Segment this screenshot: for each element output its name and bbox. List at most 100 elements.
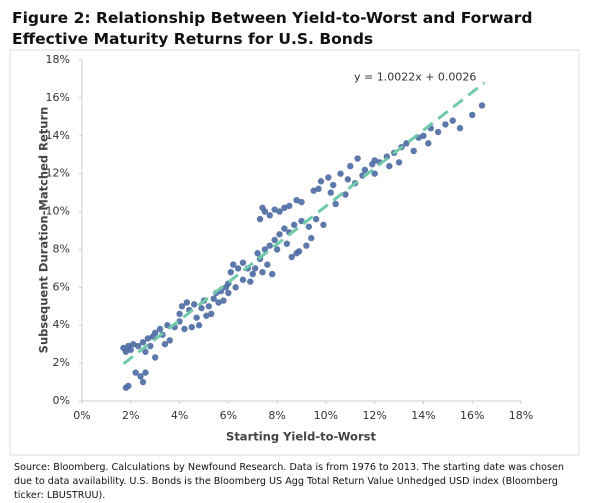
scatter-point — [215, 299, 222, 306]
y-tick-label: 18% — [46, 53, 70, 66]
x-axis-title: Starting Yield-to-Worst — [226, 430, 376, 444]
scatter-point — [210, 295, 217, 302]
x-tick-label: 4% — [171, 409, 188, 422]
scatter-point — [249, 270, 256, 278]
scatter-point — [386, 162, 393, 170]
scatter-point — [166, 337, 173, 344]
trendline — [122, 81, 486, 366]
scatter-point — [317, 178, 325, 185]
scatter-point — [183, 299, 191, 306]
scatter-point — [266, 212, 273, 219]
x-tick-label: 0% — [73, 409, 90, 422]
scatter-point — [127, 346, 134, 354]
scatter-point — [308, 234, 315, 242]
scatter-point — [469, 111, 476, 119]
scatter-point — [220, 297, 227, 304]
scatter-point — [269, 270, 276, 278]
scatter-point — [320, 221, 327, 229]
scatter-point — [425, 140, 432, 147]
scatter-point — [239, 259, 247, 266]
scatter-point — [259, 204, 266, 211]
y-tick-label: 14% — [46, 129, 70, 142]
y-tick-label: 2% — [53, 356, 70, 369]
scatter-point — [478, 102, 486, 109]
scatter-point — [227, 268, 234, 276]
scatter-point — [344, 176, 352, 183]
x-tick-label: 14% — [411, 409, 435, 422]
scatter-point — [208, 310, 215, 318]
scatter-point — [232, 284, 239, 291]
scatter-point — [142, 348, 149, 355]
scatter-point — [286, 202, 293, 210]
trendline-label: y = 1.0022x + 0.0026 — [354, 71, 476, 84]
x-tick-label: 2% — [122, 409, 139, 422]
x-tick-label: 18% — [509, 409, 533, 422]
scatter-point — [190, 301, 198, 308]
scatter-point — [239, 276, 247, 283]
scatter-point — [234, 265, 242, 272]
scatter-point — [361, 166, 369, 174]
scatter-point — [330, 181, 337, 189]
scatter-point — [342, 191, 349, 198]
scatter-point — [395, 159, 403, 166]
scatter-point — [151, 329, 159, 336]
scatter-point — [332, 200, 339, 208]
scatter-point — [283, 240, 291, 247]
scatter-point — [156, 325, 164, 333]
chart-frame — [9, 49, 580, 456]
scatter-point — [410, 147, 417, 155]
scatter-point — [276, 208, 283, 215]
scatter-point — [290, 221, 298, 229]
scatter-point — [251, 265, 259, 272]
scatter-point — [161, 340, 169, 348]
scatter-point — [312, 215, 320, 223]
scatter-point — [122, 348, 130, 355]
scatter-point — [337, 170, 344, 177]
scatter-point — [139, 378, 147, 386]
scatter-point — [230, 261, 237, 268]
chart-title: Figure 2: Relationship Between Yield-to-… — [12, 9, 533, 48]
scatter-point — [310, 187, 317, 194]
x-tick-label: 6% — [220, 409, 237, 422]
y-tick-label: 16% — [46, 91, 70, 104]
scatter-point — [281, 204, 288, 211]
scatter-point — [125, 382, 132, 390]
scatter-point — [371, 157, 378, 164]
x-tick-label: 8% — [268, 409, 285, 422]
scatter-point — [276, 231, 283, 238]
scatter-point — [347, 162, 354, 170]
scatter-point — [198, 304, 205, 312]
y-axis-title: Subsequent Duration-Matched Return — [37, 107, 51, 354]
scatter-point — [205, 303, 213, 310]
y-tick-label: 0% — [53, 394, 70, 407]
scatter-point — [178, 303, 186, 310]
scatter-point — [293, 250, 300, 257]
y-tick-label: 10% — [46, 205, 70, 218]
scatter-point — [130, 340, 137, 348]
scatter-point — [271, 236, 278, 244]
scatter-point — [256, 215, 264, 223]
scatter-point — [151, 354, 159, 361]
scatter-point — [266, 242, 273, 249]
scatter-point — [354, 155, 361, 162]
scatter-point — [449, 117, 456, 124]
scatter-point — [181, 325, 188, 333]
scatter-point — [303, 242, 310, 249]
scatter-point — [298, 198, 305, 206]
scatter-point — [132, 369, 139, 376]
scatter-point — [193, 314, 200, 321]
scatter-point — [259, 268, 266, 276]
scatter-point — [254, 250, 261, 257]
x-tick-label: 16% — [460, 409, 484, 422]
scatter-point — [442, 121, 449, 128]
scatter-point — [315, 185, 322, 193]
scatter-point — [293, 196, 300, 204]
scatter-point — [420, 132, 427, 139]
scatter-point — [325, 174, 332, 181]
scatter-point — [195, 322, 203, 329]
scatter-point — [305, 223, 313, 230]
x-tick-label: 10% — [314, 409, 338, 422]
scatter-point — [273, 246, 281, 253]
